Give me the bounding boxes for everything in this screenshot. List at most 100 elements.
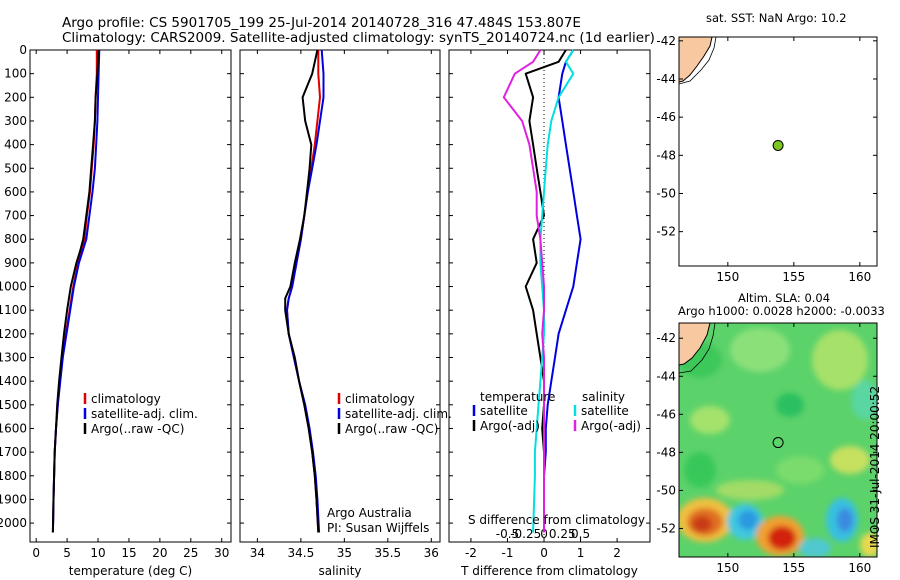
x-tick-label: 0 bbox=[32, 546, 40, 560]
temperature-legend: climatology satellite-adj. clim. Argo(..… bbox=[83, 392, 198, 436]
y-tick-label: 1800 bbox=[0, 469, 27, 483]
series-salinity-satellite bbox=[532, 49, 575, 533]
sla-heatmap bbox=[679, 323, 877, 557]
sst-map: 150 155 160 -42 -44 -46 -48 -50 -52 bbox=[656, 34, 877, 284]
legend-label-satellite: satellite-adj. clim. bbox=[345, 407, 452, 421]
y-tick-label: 1200 bbox=[0, 327, 27, 341]
y-tick-label: 600 bbox=[4, 185, 27, 199]
y-tick-label: 200 bbox=[4, 90, 27, 104]
y-tick-label: 1900 bbox=[0, 492, 27, 506]
y-tick-label: -44 bbox=[656, 369, 676, 383]
y-tick-label: -48 bbox=[656, 148, 676, 162]
x-tick-label: 35.5 bbox=[374, 546, 401, 560]
s-tick-label: 0.5 bbox=[571, 527, 590, 541]
x-tick-label: 30 bbox=[214, 546, 229, 560]
x-tick-label: 20 bbox=[152, 546, 167, 560]
y-tick-label: -50 bbox=[656, 483, 676, 497]
coastline-contour bbox=[679, 323, 716, 374]
legend-label-sal-satellite: satellite bbox=[581, 404, 629, 418]
x-tick-label: 36 bbox=[424, 546, 439, 560]
y-tick-label: -52 bbox=[656, 521, 676, 535]
legend-label-climatology: climatology bbox=[345, 392, 415, 406]
y-tick-label: 300 bbox=[4, 114, 27, 128]
y-tick-label: 2000 bbox=[0, 516, 27, 530]
x-tick-label: 5 bbox=[63, 546, 71, 560]
salinity-panel: 34 34.5 35 35.5 36 salinity bbox=[240, 49, 440, 578]
y-tick-label: 1600 bbox=[0, 421, 27, 435]
temperature-panel: 0 5 10 15 20 25 300100200300400500600700800900… bbox=[0, 43, 231, 578]
y-tick-label: 1000 bbox=[0, 280, 27, 294]
y-tick-label: 1700 bbox=[0, 445, 27, 459]
y-tick-label: 1100 bbox=[0, 303, 27, 317]
x-tick-label: 155 bbox=[782, 270, 805, 284]
figure-title-line1: Argo profile: CS 5901705_199 25-Jul-2014… bbox=[62, 15, 581, 31]
temperature-panel-frame bbox=[29, 49, 232, 543]
tasmania-land bbox=[679, 323, 711, 366]
x-tick-label: -1 bbox=[501, 546, 513, 560]
y-tick-label: -50 bbox=[656, 186, 676, 200]
x-tick-label: 35 bbox=[337, 546, 352, 560]
sst-map-area bbox=[679, 37, 877, 266]
x-tick-label: 1 bbox=[577, 546, 585, 560]
legend-label-temp-argo: Argo(-adj) bbox=[480, 419, 540, 433]
s-tick-label: 0 bbox=[540, 527, 548, 541]
sla-map: 150 155 160 -42 -44 -46 -48 -50 -52 bbox=[656, 323, 877, 575]
y-tick-label: 900 bbox=[4, 256, 27, 270]
sla-map-title-line1: Altim. SLA: 0.04 bbox=[738, 291, 830, 305]
y-tick-label: -48 bbox=[656, 445, 676, 459]
x-tick-label: 155 bbox=[782, 561, 805, 575]
y-tick-label: 400 bbox=[4, 138, 27, 152]
figure-title-line2: Climatology: CARS2009. Satellite-adjuste… bbox=[62, 30, 655, 46]
sst-map-title: sat. SST: NaN Argo: 10.2 bbox=[706, 11, 847, 25]
y-tick-label: 700 bbox=[4, 209, 27, 223]
x-tick-label: 160 bbox=[848, 561, 871, 575]
y-tick-label: 1500 bbox=[0, 398, 27, 412]
legend-label-satellite: satellite-adj. clim. bbox=[91, 407, 198, 421]
x-tick-label: 2 bbox=[613, 546, 621, 560]
y-tick-label: -42 bbox=[656, 331, 676, 345]
x-axis-label: temperature (deg C) bbox=[69, 564, 192, 578]
salinity-legend: climatology satellite-adj. clim. Argo(..… bbox=[337, 392, 452, 436]
y-tick-label: 0 bbox=[19, 43, 27, 57]
y-tick-label: -46 bbox=[656, 407, 676, 421]
legend-title-salinity: salinity bbox=[582, 390, 625, 404]
y-tick-label: 800 bbox=[4, 232, 27, 246]
float-position-marker bbox=[772, 437, 784, 449]
y-tick-label: 500 bbox=[4, 161, 27, 175]
series-climatology bbox=[51, 50, 98, 533]
series-climatology bbox=[286, 50, 321, 533]
s-tick-label: 0.25 bbox=[549, 527, 576, 541]
difference-top-axis-label: S difference from climatology bbox=[468, 513, 645, 527]
legend-label-sal-argo: Argo(-adj) bbox=[581, 419, 641, 433]
sla-map-frame bbox=[678, 322, 878, 558]
y-tick-label: -52 bbox=[656, 225, 676, 239]
series-satellite-adj-clim- bbox=[51, 49, 101, 533]
x-axis-label: T difference from climatology bbox=[460, 564, 638, 578]
series-salinity-argo-adj- bbox=[502, 49, 545, 533]
salinity-panel-frame bbox=[239, 49, 441, 543]
legend-label-temp-satellite: satellite bbox=[480, 404, 528, 418]
x-tick-label: 15 bbox=[121, 546, 136, 560]
s-tick-label: -0.5 bbox=[496, 527, 519, 541]
x-tick-label: 150 bbox=[716, 561, 739, 575]
tasmania-land bbox=[679, 37, 713, 83]
credit-argo-australia: Argo Australia bbox=[327, 506, 412, 520]
series-argo-raw-qc- bbox=[284, 49, 320, 533]
x-tick-label: 25 bbox=[183, 546, 198, 560]
y-tick-label: -44 bbox=[656, 72, 676, 86]
float-position-marker bbox=[772, 139, 784, 151]
y-tick-label: -42 bbox=[656, 34, 676, 48]
difference-legend: temperature salinity satellite Argo(-adj… bbox=[472, 390, 641, 433]
credit-pi: PI: Susan Wijffels bbox=[327, 521, 429, 535]
sla-map-title-line2: Argo h1000: 0.0028 h2000: -0.0033 bbox=[678, 304, 885, 318]
x-axis-label: salinity bbox=[318, 564, 361, 578]
s-tick-label: -0.25 bbox=[510, 527, 541, 541]
x-tick-label: 10 bbox=[90, 546, 105, 560]
legend-label-argo: Argo(..raw -QC) bbox=[345, 422, 438, 436]
x-tick-label: 34 bbox=[250, 546, 265, 560]
coastline-contour bbox=[679, 37, 717, 85]
imos-timestamp-label: IMOS 31-Jul-2014 20:00:52 bbox=[868, 385, 882, 548]
x-tick-label: -2 bbox=[465, 546, 477, 560]
legend-title-temperature: temperature bbox=[480, 390, 555, 404]
